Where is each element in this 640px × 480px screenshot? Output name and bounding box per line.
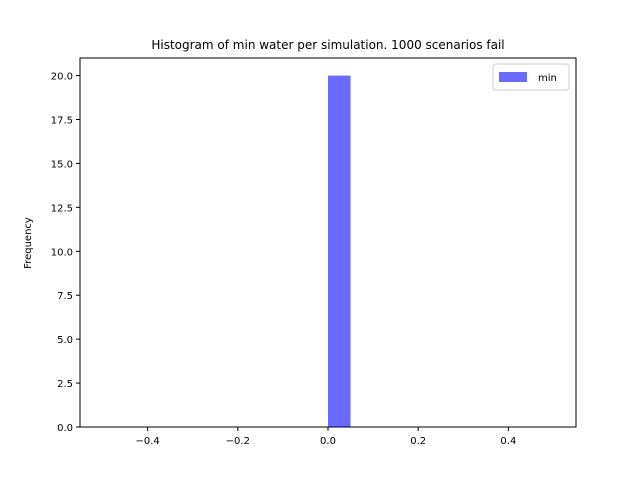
x-tick-label: −0.2 bbox=[226, 436, 250, 447]
histogram-bar bbox=[328, 75, 351, 428]
x-tick-label: 0.0 bbox=[320, 436, 336, 447]
y-tick-label: 20.0 bbox=[51, 72, 73, 83]
legend-label: min bbox=[538, 73, 557, 84]
y-tick-label: 15.0 bbox=[51, 159, 73, 170]
y-tick-label: 7.5 bbox=[57, 291, 73, 302]
y-tick-label: 5.0 bbox=[57, 335, 73, 346]
chart-title: Histogram of min water per simulation. 1… bbox=[151, 38, 504, 52]
x-tick-label: 0.2 bbox=[410, 436, 426, 447]
y-tick-label: 12.5 bbox=[51, 203, 73, 214]
legend: min bbox=[492, 63, 570, 91]
x-tick-label: 0.4 bbox=[500, 436, 516, 447]
y-tick-label: 17.5 bbox=[51, 116, 73, 127]
plot-area: −0.4 −0.2 0.0 0.2 0.4 0.0 2.5 5.0 7.5 10.0 12.5 15.… bbox=[51, 57, 577, 447]
y-tick-label: 2.5 bbox=[57, 379, 73, 390]
y-axis-label: Frequency bbox=[23, 217, 34, 269]
legend-swatch bbox=[499, 72, 527, 82]
y-tick-label: 0.0 bbox=[57, 423, 73, 434]
y-tick-label: 10.0 bbox=[51, 247, 73, 258]
x-tick-label: −0.4 bbox=[135, 436, 159, 447]
legend-box bbox=[492, 63, 570, 91]
